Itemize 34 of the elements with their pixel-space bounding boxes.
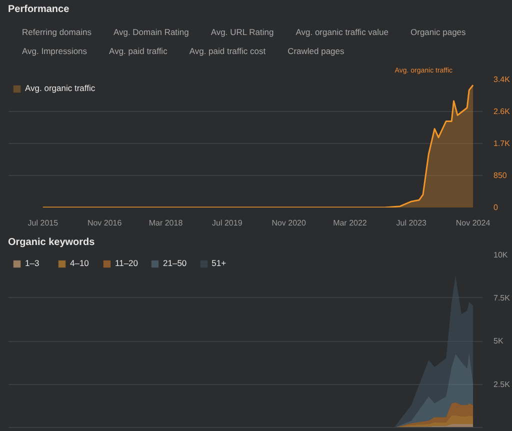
x-tick-label: Jul 2023 [396, 218, 428, 228]
chart-title: Performance [8, 4, 70, 16]
legend-label: 4–10 [70, 258, 90, 268]
text: Avg. paid traffic cost [188, 46, 267, 56]
text: Avg. Impressions [21, 46, 88, 56]
text: Crawled pages [286, 46, 346, 56]
x-tick-label: Jul 2019 [212, 218, 243, 228]
text: Referring domains [21, 27, 92, 38]
y-tick-label: 7.5K [494, 293, 511, 302]
x-tick-label: Jul 2015 [28, 218, 59, 228]
legend-label: 21–50 [163, 258, 187, 268]
chart-title: Organic keywords [8, 237, 95, 249]
y-tick-label: 10K [494, 250, 508, 260]
x-tick-label: Mar 2018 [148, 218, 184, 228]
legend-label: 11–20 [115, 258, 138, 268]
x-tick-label: Nov 2024 [456, 218, 491, 228]
text: Avg. URL Rating [210, 27, 275, 38]
y-tick-label: 3.4K [494, 75, 511, 84]
legend-label: 1–3 [25, 258, 40, 268]
y-tick-label: 5K [494, 336, 504, 346]
text: Avg. Domain Rating [112, 27, 190, 38]
y-tick-label: 2.5K [494, 380, 511, 389]
y-tick-label: 0 [494, 203, 498, 212]
y-tick-label: 850 [494, 171, 508, 180]
text: Organic pages [410, 27, 467, 38]
legend-label: Avg. organic traffic [25, 83, 96, 93]
x-tick-label: Mar 2022 [333, 218, 368, 228]
legend-label: 51+ [212, 258, 228, 268]
text: Avg. paid traffic [108, 46, 168, 56]
y-tick-label: 2.6K [494, 107, 511, 116]
text: Avg. organic traffic value [294, 27, 390, 38]
y-tick-label: 1.7K [494, 139, 511, 148]
x-tick-label: Nov 2020 [272, 218, 306, 228]
x-tick-label: Nov 2016 [87, 218, 122, 228]
